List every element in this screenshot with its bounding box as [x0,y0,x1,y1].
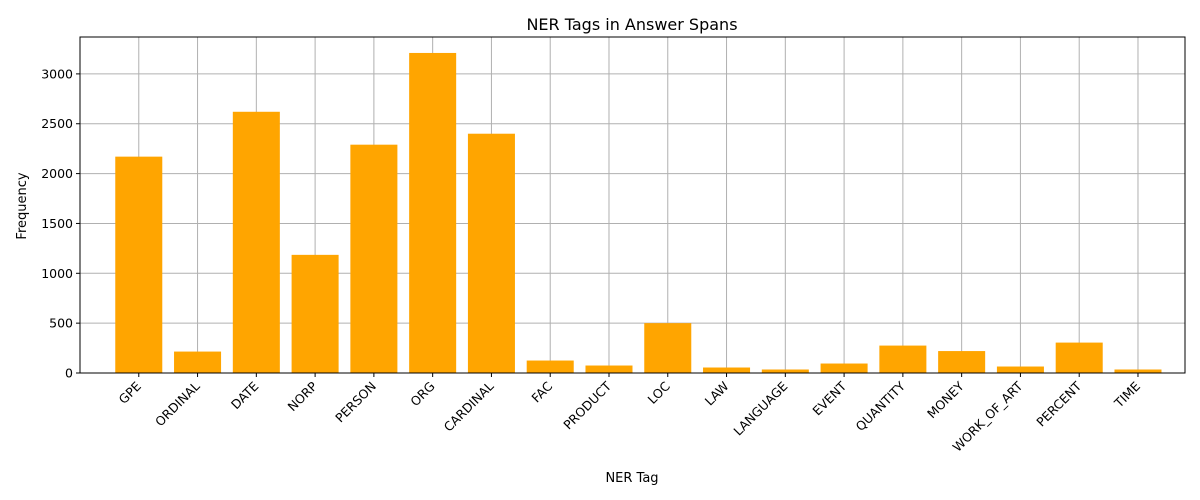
bar-date [232,111,280,373]
y-tick-label: 500 [49,316,73,331]
bar-time [1114,369,1162,373]
y-axis-title: Frequency [15,172,30,239]
axes [76,36,1186,377]
bar-org [409,52,457,374]
y-tick-label: 3000 [41,66,73,81]
bar-quantity [879,345,927,373]
bar-loc [644,323,692,373]
y-tick-label: 1000 [41,266,73,281]
bars [115,52,1162,374]
bar-gpe [115,156,163,373]
y-tick-label: 2000 [41,166,73,181]
bar-ordinal [174,351,222,373]
y-tick-label: 1500 [41,216,73,231]
bar-law [703,367,751,373]
bar-norp [291,254,339,373]
plot-frame [79,36,1186,374]
bar-event [820,363,868,373]
bar-language [761,369,809,373]
bar-work_of_art [996,366,1044,373]
bar-cardinal [467,133,515,373]
bar-product [585,365,633,373]
y-tick-label: 0 [65,366,73,381]
chart-title: NER Tags in Answer Spans [526,15,737,34]
bar-percent [1055,342,1103,373]
bar-fac [526,360,574,373]
bar-money [938,351,986,373]
bar-person [350,144,398,373]
x-axis-title: NER Tag [605,471,658,486]
y-tick-label: 2500 [41,116,73,131]
